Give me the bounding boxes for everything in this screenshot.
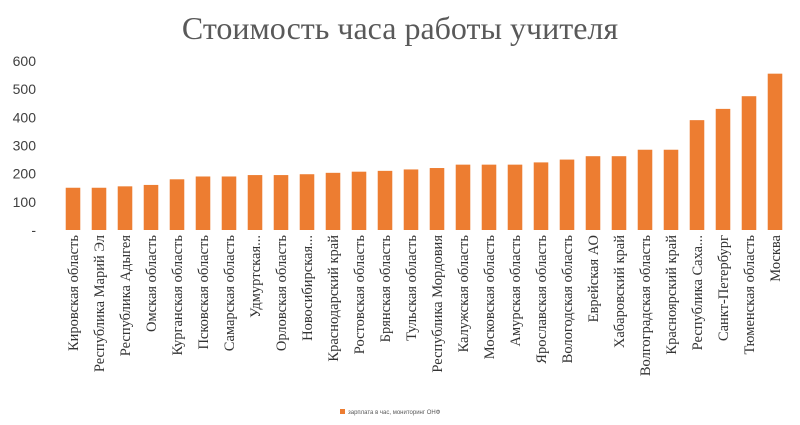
x-tick-label: Удмуртская... <box>248 235 264 318</box>
x-tick-label: Республика Марий Эл <box>92 235 108 372</box>
bar <box>663 149 679 230</box>
bar <box>299 174 315 230</box>
x-tick-label: Ростовская область <box>352 235 368 355</box>
bar <box>169 179 185 230</box>
x-tick-label: Вологодская область <box>560 235 576 364</box>
bar <box>117 186 133 230</box>
bar <box>195 176 211 230</box>
bar <box>247 175 263 230</box>
x-tick-label: Республика Саха... <box>690 235 706 350</box>
x-tick-label: Амурская область <box>508 235 524 347</box>
y-tick-label: 600 <box>13 53 37 69</box>
bar <box>533 162 549 230</box>
bar <box>273 175 289 230</box>
bar <box>429 168 445 230</box>
legend: зарплата в час, мониторинг ОНФ <box>340 409 441 416</box>
x-tick-label: Калужская область <box>456 235 472 353</box>
bar <box>377 170 393 230</box>
y-tick-label: 500 <box>13 81 37 97</box>
x-tick-label: Орловская область <box>274 235 290 351</box>
bar <box>143 184 159 230</box>
x-tick-label: Тюменская область <box>742 235 758 355</box>
x-tick-label: Еврейская АО <box>586 235 602 322</box>
x-tick-label: Краснодарский край <box>326 235 342 362</box>
bar <box>91 187 107 230</box>
legend-label: зарплата в час, мониторинг ОНФ <box>348 410 441 416</box>
x-tick-label: Кировская область <box>66 235 82 351</box>
bar <box>585 156 601 230</box>
x-tick-label: Республика Мордовия <box>430 235 446 373</box>
x-tick-label: Республика Адыгея <box>118 235 134 357</box>
x-tick-label: Омская область <box>144 235 160 332</box>
x-tick-label: Брянская область <box>378 235 394 343</box>
x-axis: Кировская область Республика Марий Эл Респ… <box>66 234 784 376</box>
y-tick-label: - <box>31 222 36 238</box>
x-tick-label: Самарская область <box>222 235 238 352</box>
y-tick-label: 300 <box>13 138 37 154</box>
x-tick-label: Хабаровский край <box>612 235 628 348</box>
x-tick-label: Ярославская область <box>534 235 550 364</box>
legend-swatch <box>340 409 345 414</box>
bar <box>507 164 523 230</box>
bar <box>351 171 367 230</box>
x-tick-label: Псковская область <box>196 235 212 350</box>
bar <box>689 120 705 230</box>
x-tick-label: Московская область <box>482 235 498 360</box>
bar <box>767 73 783 230</box>
x-tick-label: Тульская область <box>404 235 420 341</box>
bar <box>403 169 419 230</box>
bar <box>481 164 497 230</box>
x-tick-label: Новосибирская... <box>300 235 316 341</box>
bar <box>741 96 757 231</box>
x-tick-label: Курганская область <box>170 235 186 356</box>
bar <box>221 176 237 230</box>
x-tick-label: Москва <box>768 234 784 281</box>
x-tick-label: Санкт-Петербург <box>716 235 732 341</box>
chart-title: Стоимость часа работы учителя <box>182 10 618 46</box>
bar <box>455 164 471 230</box>
bar <box>325 172 341 230</box>
bar <box>715 108 731 230</box>
y-tick-label: 100 <box>13 194 37 210</box>
bars-group <box>65 73 783 231</box>
bar <box>611 156 627 230</box>
y-axis: - 100 200 300 400 500 600 <box>13 53 37 238</box>
y-tick-label: 400 <box>13 109 37 125</box>
bar <box>637 149 653 230</box>
x-tick-label: Красноярский край <box>664 235 680 355</box>
y-tick-label: 200 <box>13 166 37 182</box>
x-tick-label: Волгоградская область <box>638 235 654 377</box>
bar <box>65 187 81 230</box>
bar <box>559 159 575 230</box>
